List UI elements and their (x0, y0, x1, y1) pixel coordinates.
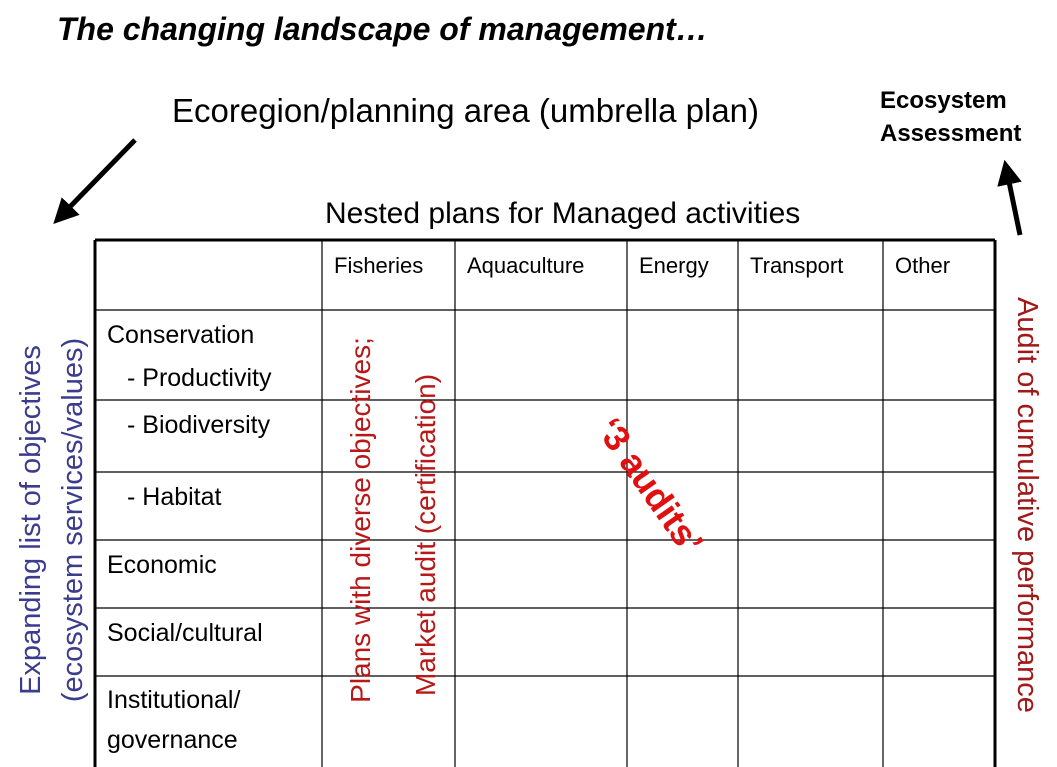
umbrella-label: Ecoregion/planning area (umbrella plan) (172, 92, 759, 129)
objectives-line: Expanding list of objectives (15, 345, 47, 695)
column-header: Fisheries (334, 253, 423, 278)
row-label: - Biodiversity (127, 411, 271, 439)
row-label: Conservation (107, 321, 254, 349)
column-header: Transport (750, 253, 843, 278)
title: The changing landscape of management… (57, 11, 708, 47)
plans-line: Plans with diverse objectives; (345, 337, 376, 703)
row-label: - Habitat (127, 483, 222, 511)
nested-label: Nested plans for Managed activities (325, 197, 800, 230)
column-header: Energy (639, 253, 709, 278)
table: Fisheries Aquaculture Energy Transport Other… (93, 238, 997, 767)
objectives-line: (ecosystem services/values) (57, 338, 89, 702)
arrow (53, 138, 137, 224)
assessment-line: Ecosystem (880, 87, 1007, 114)
row-label: governance (107, 726, 238, 754)
row-label: Social/cultural (107, 619, 263, 647)
arrow (997, 159, 1023, 236)
plans-line: Market audit (certification) (410, 374, 441, 696)
column-header: Aquaculture (467, 253, 584, 278)
cumulative-label: Audit of cumulative performance (1011, 297, 1043, 713)
row-label: - Productivity (127, 364, 272, 392)
audits-label: ‘3 audits’ (589, 410, 712, 561)
row-label: Economic (107, 551, 217, 579)
assessment-line: Assessment (880, 120, 1021, 147)
column-header: Other (895, 253, 950, 278)
row-label: Institutional/ (107, 686, 240, 714)
